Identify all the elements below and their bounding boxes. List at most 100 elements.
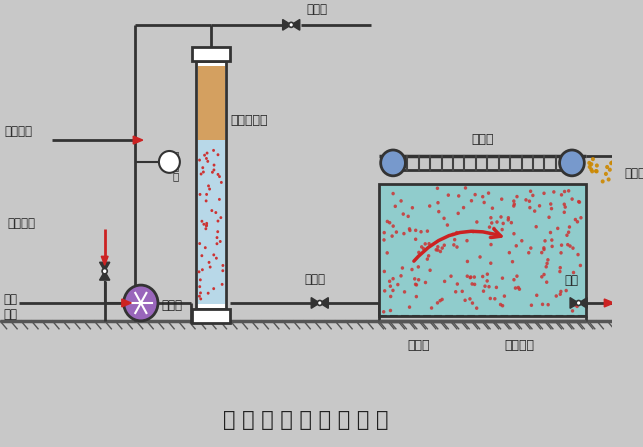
Circle shape: [436, 248, 440, 252]
Text: 压
力
表: 压 力 表: [172, 150, 179, 181]
Circle shape: [198, 285, 201, 288]
Circle shape: [209, 266, 212, 269]
Polygon shape: [100, 271, 110, 280]
Circle shape: [542, 246, 545, 250]
Circle shape: [210, 209, 213, 212]
Circle shape: [512, 278, 516, 282]
Circle shape: [439, 250, 442, 253]
Circle shape: [383, 270, 386, 273]
Polygon shape: [133, 136, 143, 144]
Circle shape: [478, 255, 482, 259]
Circle shape: [417, 278, 421, 282]
Circle shape: [547, 303, 550, 307]
Circle shape: [512, 204, 516, 208]
Circle shape: [201, 220, 203, 223]
Circle shape: [389, 295, 392, 298]
Circle shape: [462, 206, 466, 209]
Circle shape: [579, 264, 582, 267]
Circle shape: [440, 298, 444, 301]
Text: 空气进入: 空气进入: [5, 125, 33, 138]
Circle shape: [318, 300, 322, 305]
Circle shape: [386, 219, 389, 223]
Circle shape: [436, 245, 440, 249]
Circle shape: [216, 230, 219, 233]
Circle shape: [391, 289, 395, 292]
Circle shape: [473, 193, 477, 196]
Circle shape: [510, 221, 513, 224]
Circle shape: [206, 152, 208, 155]
Circle shape: [545, 265, 548, 269]
Circle shape: [123, 285, 158, 321]
Circle shape: [203, 223, 205, 226]
Circle shape: [207, 292, 210, 295]
Bar: [379, 184, 586, 316]
Circle shape: [199, 193, 201, 196]
Circle shape: [516, 286, 520, 289]
Circle shape: [524, 198, 528, 202]
Circle shape: [205, 224, 208, 228]
Polygon shape: [101, 256, 108, 265]
Circle shape: [219, 240, 222, 243]
Circle shape: [206, 160, 209, 163]
Circle shape: [399, 199, 403, 202]
Text: 化学药剂: 化学药剂: [8, 216, 35, 230]
Circle shape: [217, 153, 219, 156]
Circle shape: [392, 224, 395, 228]
Circle shape: [550, 207, 553, 211]
Circle shape: [500, 215, 503, 219]
Circle shape: [392, 277, 395, 281]
Circle shape: [212, 169, 215, 172]
Bar: [198, 140, 224, 304]
Circle shape: [205, 193, 208, 196]
Circle shape: [439, 299, 442, 303]
Circle shape: [473, 275, 476, 279]
Text: 加压泵: 加压泵: [162, 299, 183, 312]
Circle shape: [197, 270, 201, 273]
Circle shape: [212, 287, 215, 290]
Text: 出水: 出水: [564, 274, 578, 287]
Circle shape: [571, 246, 575, 250]
Circle shape: [499, 303, 502, 306]
Circle shape: [507, 216, 510, 219]
Circle shape: [559, 292, 562, 296]
Text: 全 溶 气 气 浮 工 艺 流 程: 全 溶 气 气 浮 工 艺 流 程: [222, 410, 388, 430]
Circle shape: [566, 243, 570, 246]
Circle shape: [615, 165, 619, 169]
Circle shape: [447, 194, 450, 197]
Circle shape: [457, 211, 460, 215]
Polygon shape: [122, 299, 131, 307]
Circle shape: [413, 277, 417, 281]
Circle shape: [424, 242, 427, 246]
Circle shape: [203, 154, 206, 157]
Circle shape: [559, 251, 563, 255]
Circle shape: [471, 301, 474, 305]
Circle shape: [221, 283, 224, 286]
Circle shape: [489, 216, 493, 219]
Circle shape: [212, 149, 215, 152]
Circle shape: [538, 204, 541, 207]
Circle shape: [531, 194, 534, 197]
Circle shape: [560, 193, 563, 197]
Circle shape: [610, 160, 614, 164]
Circle shape: [213, 164, 215, 167]
Circle shape: [591, 157, 595, 161]
Bar: [196, 61, 226, 309]
Circle shape: [390, 234, 394, 238]
Text: 集水系统: 集水系统: [505, 339, 534, 352]
Circle shape: [220, 181, 222, 184]
Circle shape: [546, 258, 550, 261]
Circle shape: [208, 188, 211, 190]
Circle shape: [541, 303, 544, 306]
Circle shape: [542, 273, 546, 276]
Circle shape: [415, 295, 418, 299]
Circle shape: [491, 207, 494, 210]
Circle shape: [540, 251, 543, 254]
Circle shape: [527, 251, 530, 254]
Circle shape: [199, 291, 202, 295]
Circle shape: [595, 164, 599, 168]
Circle shape: [202, 170, 205, 173]
Circle shape: [542, 191, 546, 195]
Circle shape: [503, 294, 506, 298]
Circle shape: [495, 220, 499, 224]
Circle shape: [501, 276, 504, 280]
